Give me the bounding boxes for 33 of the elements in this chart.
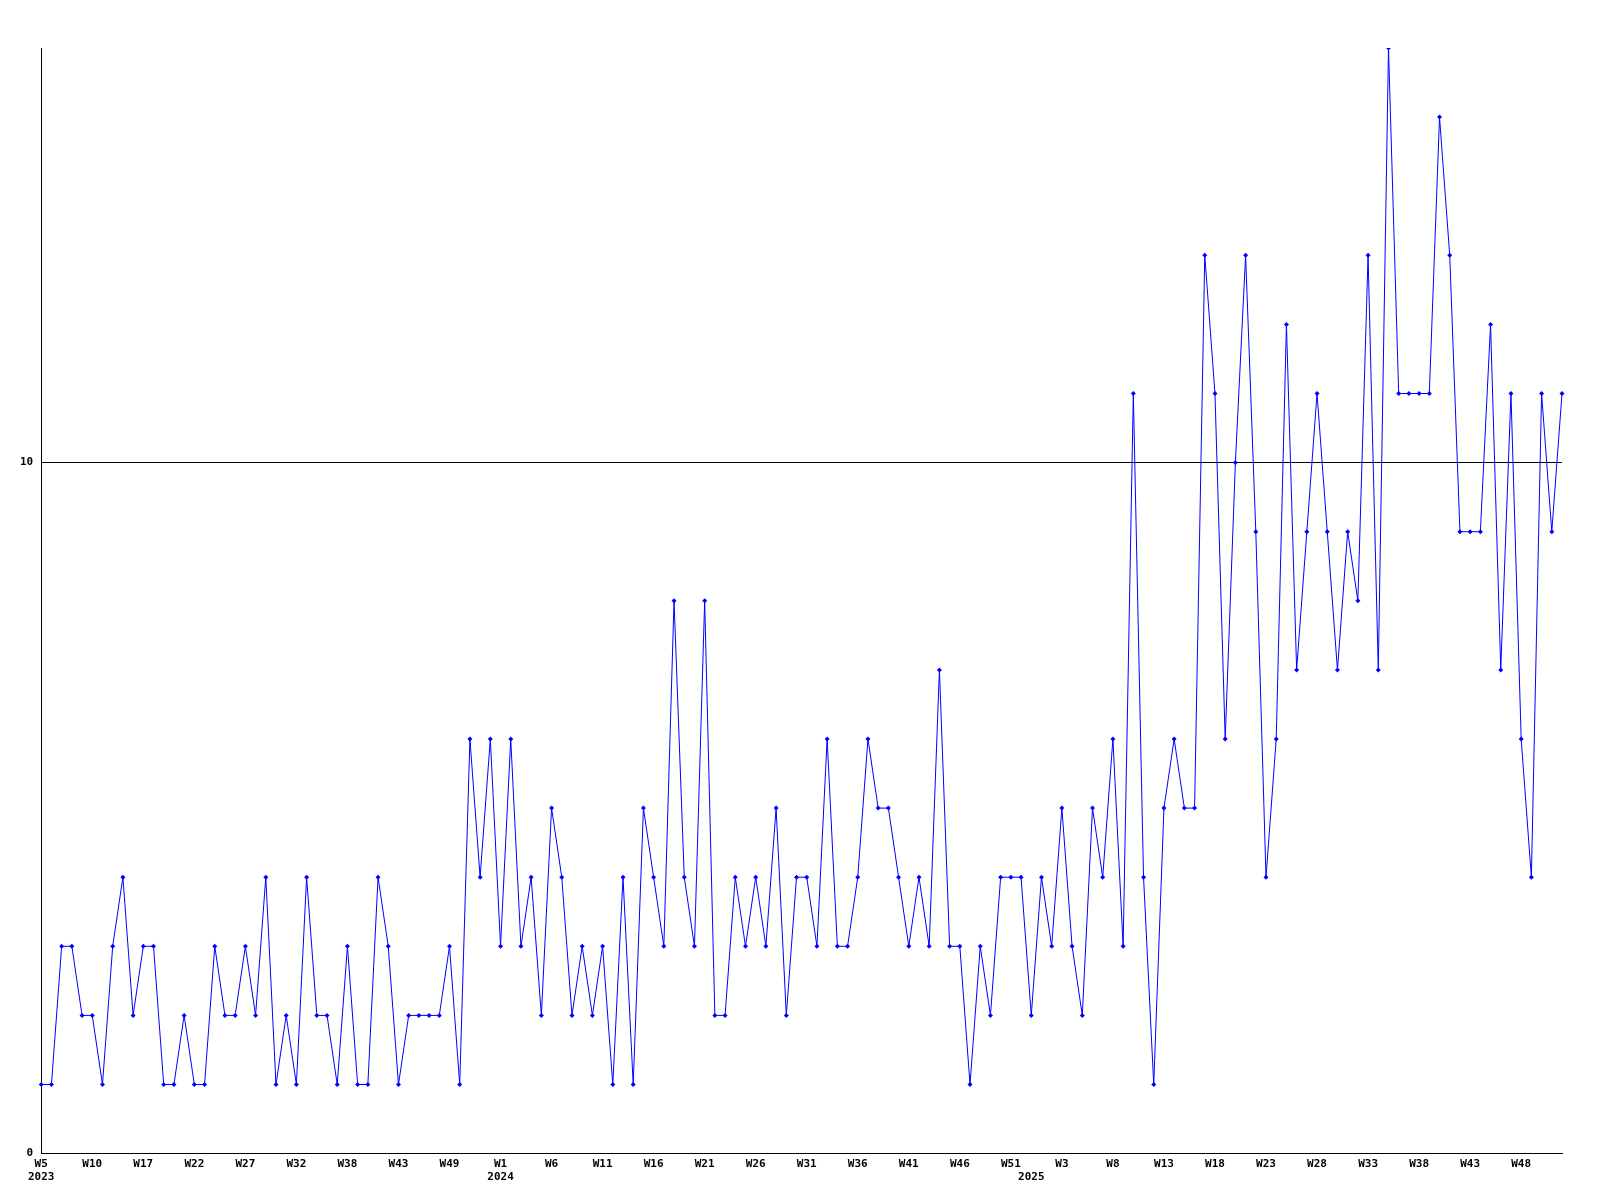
- x-tick-label: W10: [82, 1157, 103, 1171]
- x-tick-label: W1 2024: [487, 1157, 515, 1184]
- x-tick-label: W41: [898, 1157, 920, 1171]
- x-tick-label: W23: [1256, 1157, 1276, 1171]
- x-tick-label: W48: [1511, 1157, 1532, 1171]
- x-tick-label: W16: [643, 1157, 664, 1171]
- x-tick-label: W28: [1307, 1157, 1327, 1171]
- x-tick-label: W43: [388, 1157, 409, 1171]
- x-tick-label: W22: [184, 1157, 205, 1171]
- y-tick-label: 10: [20, 455, 34, 469]
- x-tick-label: W32: [286, 1157, 307, 1171]
- x-tick-label: W27: [235, 1157, 256, 1171]
- x-tick-label: W21: [694, 1157, 715, 1171]
- x-tick-label: W38: [337, 1157, 358, 1171]
- x-tick-label: W11: [592, 1157, 613, 1171]
- x-tick-label: W17: [133, 1157, 154, 1171]
- x-tick-label: W3: [1055, 1157, 1069, 1171]
- x-tick-label: W33: [1358, 1157, 1379, 1171]
- x-tick-label: W36: [847, 1157, 869, 1171]
- x-tick-label: W8: [1106, 1157, 1120, 1171]
- x-tick-label: W46: [949, 1157, 971, 1171]
- x-tick-label: W6: [544, 1157, 559, 1171]
- x-tick-label: W43: [1460, 1157, 1481, 1171]
- x-tick-label: W31: [796, 1157, 818, 1171]
- x-tick-label: W51: [1000, 1157, 1022, 1171]
- x-tick-label: 2025: [1018, 1170, 1045, 1184]
- x-tick-label: W5 2023: [28, 1157, 55, 1184]
- x-tick-label: W18: [1205, 1157, 1225, 1171]
- x-tick-label: W49: [439, 1157, 460, 1171]
- x-tick-label: W13: [1154, 1157, 1174, 1171]
- x-tick-label: W26: [745, 1157, 766, 1171]
- y-tick-label: 0: [26, 1146, 34, 1160]
- x-tick-label: W38: [1409, 1157, 1430, 1171]
